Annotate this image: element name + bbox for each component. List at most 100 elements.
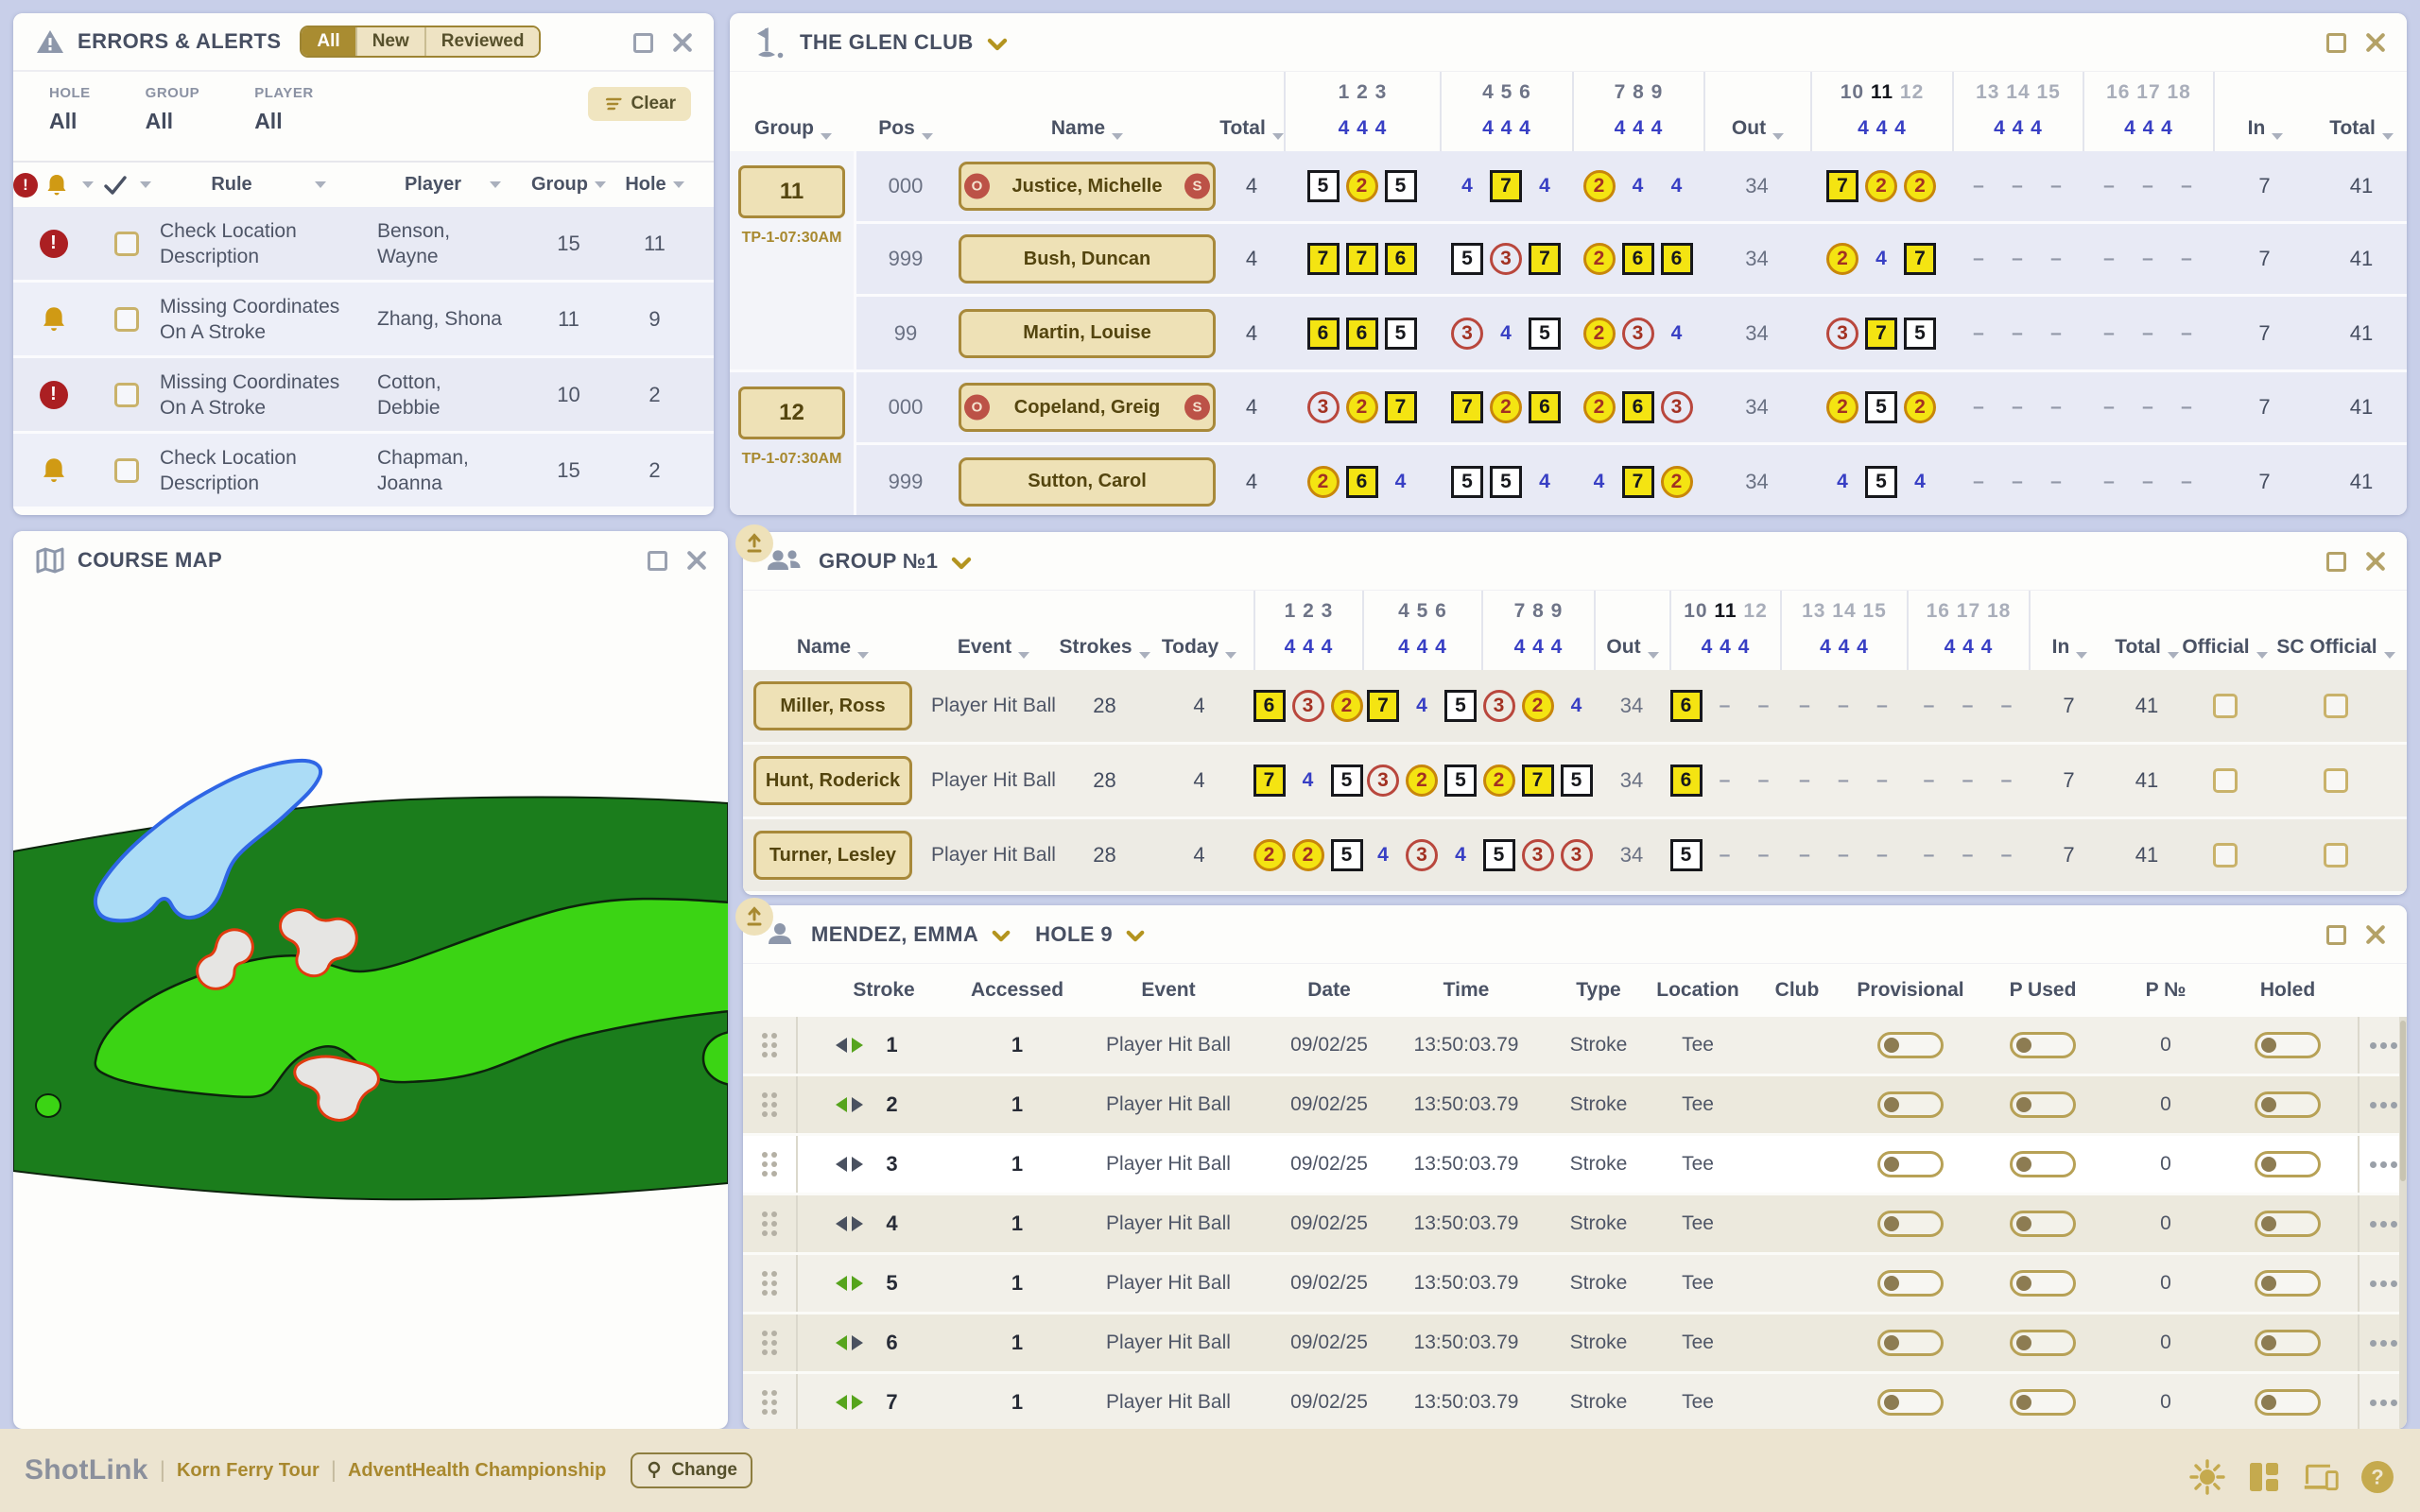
column-rule[interactable]: Rule bbox=[160, 174, 377, 196]
chevron-down-icon[interactable] bbox=[951, 557, 972, 570]
prev-stroke-icon[interactable] bbox=[836, 1276, 847, 1291]
stroke-row[interactable]: 6 1 Player Hit Ball 09/02/25 13:50:03.79 Stro… bbox=[743, 1314, 2407, 1374]
column-in[interactable]: In bbox=[2029, 591, 2109, 670]
sc-official-checkbox[interactable] bbox=[2324, 843, 2348, 868]
prev-stroke-icon[interactable] bbox=[836, 1157, 847, 1172]
player-row[interactable]: 999 Sutton, Carol 4 2 6 4 5 5 4 4 7 2 34 4 5 4– – – – – –7 41 bbox=[856, 445, 2407, 515]
popout-icon[interactable] bbox=[735, 898, 773, 936]
clear-button[interactable]: Clear bbox=[588, 87, 691, 121]
filter-group[interactable]: GROUP All bbox=[146, 85, 200, 161]
row-menu-icon[interactable] bbox=[2369, 1101, 2397, 1108]
prev-stroke-icon[interactable] bbox=[836, 1097, 847, 1112]
alert-bell-icon[interactable] bbox=[45, 173, 68, 198]
devices-icon[interactable] bbox=[2303, 1459, 2339, 1495]
tab-new[interactable]: New bbox=[354, 27, 424, 56]
brightness-icon[interactable] bbox=[2189, 1459, 2225, 1495]
holed-toggle[interactable] bbox=[2255, 1330, 2321, 1356]
provisional-toggle[interactable] bbox=[1877, 1151, 1944, 1177]
error-row[interactable]: Missing Coordinates On A Stroke Zhang, Sh… bbox=[13, 283, 714, 358]
drag-handle-icon[interactable] bbox=[762, 1033, 777, 1057]
review-checkbox[interactable] bbox=[114, 457, 139, 483]
error-row[interactable]: ! Check Location Description Benson, Wayne… bbox=[13, 207, 714, 283]
course-map-graphic[interactable] bbox=[13, 590, 728, 1429]
error-row[interactable]: ! Missing Coordinates On A Stroke Cotton, … bbox=[13, 358, 714, 434]
close-icon[interactable] bbox=[686, 550, 707, 571]
row-menu-icon[interactable] bbox=[2369, 1339, 2397, 1347]
player-name-chip[interactable]: Sutton, Carol bbox=[959, 456, 1216, 507]
column-p-used[interactable]: P Used bbox=[2009, 979, 2077, 1001]
close-icon[interactable] bbox=[2365, 32, 2386, 53]
sc-official-checkbox[interactable] bbox=[2324, 694, 2348, 718]
holed-toggle[interactable] bbox=[2255, 1091, 2321, 1118]
holed-toggle[interactable] bbox=[2255, 1270, 2321, 1297]
column-location[interactable]: Location bbox=[1656, 979, 1739, 1001]
filter-player[interactable]: PLAYER All bbox=[254, 85, 313, 161]
drag-handle-icon[interactable] bbox=[762, 1152, 777, 1177]
change-button[interactable]: Change bbox=[631, 1452, 753, 1488]
player-row[interactable]: Hunt, Roderick Player Hit Ball 28 4 7 4 5 3 2 5 2 7… bbox=[743, 745, 2407, 819]
tab-reviewed[interactable]: Reviewed bbox=[424, 27, 540, 56]
player-row[interactable]: Miller, Ross Player Hit Ball 28 4 6 3 2 7 4 5 3 2 4 3… bbox=[743, 670, 2407, 745]
column-name[interactable]: Name bbox=[743, 591, 923, 670]
provisional-toggle[interactable] bbox=[1877, 1211, 1944, 1237]
next-stroke-icon[interactable] bbox=[852, 1157, 863, 1172]
column-total[interactable]: Total bbox=[2316, 72, 2407, 151]
column-official[interactable]: Official bbox=[2182, 591, 2268, 670]
sort-caret[interactable] bbox=[1271, 133, 1284, 140]
provisional-toggle[interactable] bbox=[1877, 1032, 1944, 1058]
player-name-chip[interactable]: Justice, Michelle O S bbox=[959, 162, 1216, 211]
next-stroke-icon[interactable] bbox=[852, 1038, 863, 1053]
stroke-row[interactable]: 2 1 Player Hit Ball 09/02/25 13:50:03.79 Stro… bbox=[743, 1076, 2407, 1136]
column-club[interactable]: Club bbox=[1774, 979, 1820, 1001]
column-provisional[interactable]: Provisional bbox=[1857, 979, 1964, 1001]
column-out[interactable]: Out bbox=[1703, 72, 1810, 151]
column-player[interactable]: Player bbox=[377, 174, 528, 196]
player-row[interactable]: 000 Copeland, Greig O S 4 3 2 7 7 2 6 2 6 3 34 2 5 2– – – – –… bbox=[856, 372, 2407, 445]
help-icon[interactable]: ? bbox=[2360, 1459, 2395, 1495]
p-used-toggle[interactable] bbox=[2010, 1091, 2076, 1118]
column-name[interactable]: Name bbox=[955, 72, 1219, 151]
maximize-icon[interactable] bbox=[648, 550, 667, 571]
column-total[interactable]: Total bbox=[1219, 72, 1284, 151]
column-in[interactable]: In bbox=[2213, 72, 2316, 151]
severity-sort-caret[interactable] bbox=[82, 181, 94, 188]
player-name-chip[interactable]: Bush, Duncan bbox=[959, 234, 1216, 284]
next-stroke-icon[interactable] bbox=[852, 1395, 863, 1410]
drag-handle-icon[interactable] bbox=[762, 1390, 777, 1415]
close-icon[interactable] bbox=[2365, 551, 2386, 572]
official-checkbox[interactable] bbox=[2212, 694, 2238, 718]
error-row[interactable]: Check Location Description Chapman, Joann… bbox=[13, 434, 714, 509]
sort-caret[interactable] bbox=[921, 133, 933, 140]
column-stroke[interactable]: Stroke bbox=[853, 979, 915, 1001]
check-column-icon[interactable] bbox=[103, 175, 128, 196]
sort-caret[interactable] bbox=[821, 133, 832, 140]
provisional-toggle[interactable] bbox=[1877, 1091, 1944, 1118]
p-used-toggle[interactable] bbox=[2010, 1270, 2076, 1297]
holed-toggle[interactable] bbox=[2255, 1151, 2321, 1177]
row-menu-icon[interactable] bbox=[2369, 1041, 2397, 1049]
provisional-toggle[interactable] bbox=[1877, 1270, 1944, 1297]
column-p-no[interactable]: P № bbox=[2145, 979, 2187, 1001]
filter-hole[interactable]: HOLE All bbox=[49, 85, 91, 161]
review-checkbox[interactable] bbox=[114, 306, 139, 332]
drag-handle-icon[interactable] bbox=[762, 1211, 777, 1236]
sort-caret[interactable] bbox=[857, 652, 870, 659]
stroke-row[interactable]: 1 1 Player Hit Ball 09/02/25 13:50:03.79 Stro… bbox=[743, 1017, 2407, 1076]
maximize-icon[interactable] bbox=[633, 32, 653, 53]
column-group[interactable]: Group bbox=[528, 174, 609, 196]
row-menu-icon[interactable] bbox=[2369, 1399, 2397, 1406]
stroke-row[interactable]: 4 1 Player Hit Ball 09/02/25 13:50:03.79 Stro… bbox=[743, 1195, 2407, 1255]
holed-toggle[interactable] bbox=[2255, 1211, 2321, 1237]
group-number-chip[interactable]: 11 bbox=[738, 165, 845, 218]
close-icon[interactable] bbox=[2365, 924, 2386, 945]
drag-handle-icon[interactable] bbox=[762, 1331, 777, 1355]
player-row[interactable]: 000 Justice, Michelle O S 4 5 2 5 4 7 4 2 4 4 34 7 2 2– – –… bbox=[856, 151, 2407, 224]
row-menu-icon[interactable] bbox=[2369, 1280, 2397, 1287]
sort-caret[interactable] bbox=[1772, 133, 1785, 140]
sort-caret[interactable] bbox=[2076, 652, 2088, 659]
sort-caret[interactable] bbox=[1138, 652, 1150, 659]
maximize-icon[interactable] bbox=[2326, 924, 2346, 945]
p-used-toggle[interactable] bbox=[2010, 1151, 2076, 1177]
column-group[interactable]: Group bbox=[730, 72, 856, 151]
official-checkbox[interactable] bbox=[2212, 768, 2238, 793]
